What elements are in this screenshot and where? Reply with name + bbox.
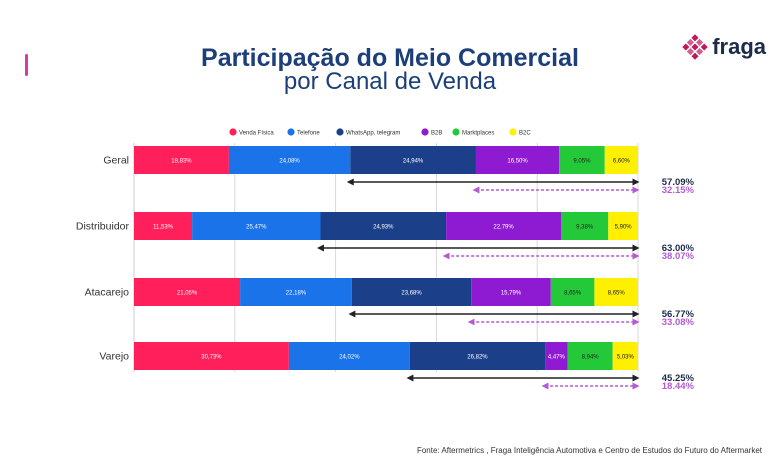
bar-segment [134, 278, 241, 306]
legend-label: B2B [431, 131, 442, 137]
data-label: 23,68% [401, 291, 422, 297]
bar-segment [228, 146, 351, 174]
online-total: 18.44% [662, 381, 695, 392]
legend-marker [452, 128, 460, 136]
legend-marker [287, 128, 295, 136]
bar-segment [134, 212, 193, 240]
legend-label: Marktplaces [462, 131, 494, 137]
data-label: 30,73% [201, 355, 222, 361]
digital-total: 56.77% [662, 309, 695, 320]
digital-total: 57.09% [662, 177, 695, 188]
diamond-grid-icon [682, 34, 708, 60]
bar-segment [192, 212, 321, 240]
legend-label: WhatsApp, telegram [346, 131, 400, 137]
data-label: 25,47% [246, 225, 267, 231]
bar-segment [351, 278, 472, 306]
data-label: 4,47% [548, 355, 566, 361]
bar-segment [288, 342, 410, 370]
data-label: 24,08% [279, 159, 300, 165]
data-label: 8,65% [564, 291, 582, 297]
data-label: 8,65% [608, 291, 626, 297]
bar-segment [559, 146, 605, 174]
data-label: 5,03% [617, 355, 635, 361]
bar-segment [134, 342, 289, 370]
bar-segment [471, 278, 551, 306]
data-label: 26,82% [467, 355, 488, 361]
legend-label: Telefone [297, 131, 320, 137]
bar-segment [134, 146, 229, 174]
source-note: Fonte: Aftermetrics , Fraga Inteligência… [416, 446, 762, 455]
bar-segment [446, 212, 561, 240]
data-label: 9,38% [576, 225, 594, 231]
bar-segment [550, 278, 595, 306]
chart-title: Participação do Meio Comercial [201, 44, 579, 72]
category-label: Atacarejo [85, 287, 130, 299]
bar-segment [560, 212, 609, 240]
data-label: 16,50% [507, 159, 528, 165]
online-total: 38.07% [662, 251, 695, 262]
digital-total: 45.25% [662, 373, 695, 384]
bar-segment [612, 342, 638, 370]
legend-marker [509, 128, 517, 136]
data-label: 22,18% [286, 291, 307, 297]
bar-segment [545, 342, 568, 370]
data-label: 18,83% [171, 159, 192, 165]
bar-segment [475, 146, 560, 174]
bar-segment [594, 278, 638, 306]
logo: fraga [682, 34, 766, 60]
data-label: 15,79% [501, 291, 522, 297]
data-label: 21,05% [177, 291, 198, 297]
category-label: Varejo [99, 351, 129, 363]
bar-segment [350, 146, 476, 174]
legend-label: B2C [519, 131, 531, 137]
accent-bar [25, 54, 28, 76]
bar-segment [320, 212, 447, 240]
data-label: 24,94% [403, 159, 424, 165]
data-label: 22,79% [493, 225, 514, 231]
data-label: 8,94% [582, 355, 600, 361]
data-label: 6,60% [613, 159, 631, 165]
bar-segment [604, 146, 638, 174]
logo-text: fraga [712, 34, 766, 59]
data-label: 11,53% [153, 225, 174, 231]
data-label: 9,05% [573, 159, 591, 165]
online-total: 32.15% [662, 185, 695, 196]
legend-marker [336, 128, 344, 136]
bar-segment [567, 342, 613, 370]
digital-total: 63.00% [662, 243, 695, 254]
category-label: Geral [103, 155, 129, 167]
online-total: 33.08% [662, 317, 695, 328]
bar-segment [409, 342, 546, 370]
bar-segment [608, 212, 638, 240]
data-label: 5,90% [615, 225, 633, 231]
category-label: Distribuidor [76, 221, 130, 233]
data-label: 24,93% [373, 225, 394, 231]
bar-segment [240, 278, 352, 306]
legend-marker [421, 128, 429, 136]
legend-marker [229, 128, 237, 136]
data-label: 24,02% [339, 355, 360, 361]
legend-label: Venda Física [239, 131, 274, 137]
chart-subtitle: por Canal de Venda [283, 68, 497, 95]
